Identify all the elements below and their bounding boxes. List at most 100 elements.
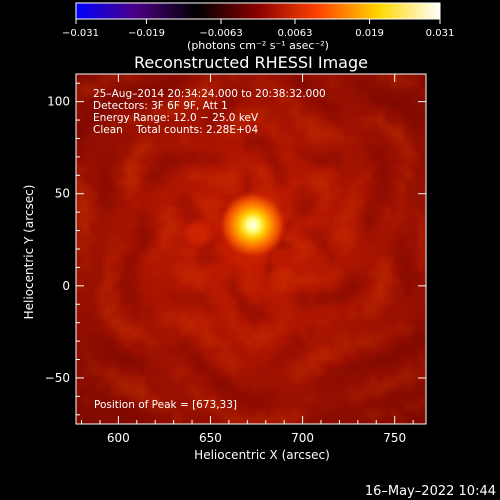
heatmap-cell <box>104 242 111 249</box>
colorbar-bar <box>75 2 441 20</box>
heatmap-cell <box>237 277 244 284</box>
heatmap-cell <box>195 291 202 298</box>
heatmap-cell <box>132 305 139 312</box>
heatmap-cell <box>363 200 370 207</box>
heatmap-cell <box>174 347 181 354</box>
heatmap-cell <box>244 403 251 410</box>
heatmap-cell <box>111 312 118 319</box>
heatmap-cell <box>76 81 83 88</box>
heatmap-cell <box>384 326 391 333</box>
heatmap-cell <box>76 165 83 172</box>
heatmap-cell <box>412 319 419 326</box>
heatmap-cell <box>174 417 181 424</box>
heatmap-cell <box>377 277 384 284</box>
heatmap-cell <box>83 368 90 375</box>
heatmap-cell <box>160 340 167 347</box>
heatmap-cell <box>97 382 104 389</box>
heatmap-cell <box>363 172 370 179</box>
heatmap-cell <box>202 375 209 382</box>
heatmap-cell <box>370 193 377 200</box>
heatmap-cell <box>146 417 153 424</box>
heatmap-cell <box>419 354 426 361</box>
heatmap-cell <box>405 263 412 270</box>
heatmap-cell <box>293 207 300 214</box>
heatmap-cell <box>125 137 132 144</box>
heatmap-cell <box>314 116 321 123</box>
heatmap-cell <box>181 207 188 214</box>
heatmap-cell <box>251 256 258 263</box>
heatmap-cell <box>272 270 279 277</box>
heatmap-cell <box>167 214 174 221</box>
heatmap-cell <box>146 242 153 249</box>
heatmap-cell <box>160 228 167 235</box>
heatmap-cell <box>139 235 146 242</box>
heatmap-cell <box>90 109 97 116</box>
heatmap-cell <box>251 130 258 137</box>
heatmap-cell <box>419 417 426 424</box>
heatmap-cell <box>76 130 83 137</box>
heatmap-cell <box>349 284 356 291</box>
heatmap-cell <box>230 179 237 186</box>
heatmap-cell <box>300 361 307 368</box>
heatmap-cell <box>118 291 125 298</box>
heatmap-cell <box>174 102 181 109</box>
heatmap-cell <box>251 403 258 410</box>
heatmap-cell <box>307 291 314 298</box>
heatmap-cell <box>202 88 209 95</box>
heatmap-cell <box>132 354 139 361</box>
heatmap-cell <box>335 151 342 158</box>
heatmap-cell <box>83 109 90 116</box>
heatmap-cell <box>293 186 300 193</box>
heatmap-cell <box>265 137 272 144</box>
heatmap-cell <box>146 333 153 340</box>
heatmap-cell <box>258 333 265 340</box>
heatmap-cell <box>342 291 349 298</box>
heatmap-cell <box>419 333 426 340</box>
heatmap-cell <box>349 291 356 298</box>
heatmap-cell <box>398 347 405 354</box>
timestamp: 16–May–2022 10:44 <box>365 484 496 499</box>
heatmap-cell <box>335 291 342 298</box>
heatmap-cell <box>412 151 419 158</box>
heatmap-cell <box>216 109 223 116</box>
heatmap-cell <box>111 158 118 165</box>
heatmap-cell <box>104 396 111 403</box>
heatmap-cell <box>174 375 181 382</box>
heatmap-cell <box>349 214 356 221</box>
heatmap-cell <box>97 81 104 88</box>
heatmap-cell <box>146 214 153 221</box>
heatmap-cell <box>181 102 188 109</box>
heatmap-cell <box>125 347 132 354</box>
heatmap-cell <box>314 81 321 88</box>
heatmap-cell <box>188 298 195 305</box>
heatmap-cell <box>202 403 209 410</box>
heatmap-cell <box>342 249 349 256</box>
heatmap-cell <box>265 256 272 263</box>
heatmap-cell <box>216 382 223 389</box>
heatmap-cell <box>83 249 90 256</box>
heatmap-cell <box>230 389 237 396</box>
heatmap-cell <box>363 123 370 130</box>
heatmap-cell <box>153 228 160 235</box>
heatmap-cell <box>188 291 195 298</box>
heatmap-cell <box>111 382 118 389</box>
heatmap-cell <box>293 123 300 130</box>
heatmap-cell <box>132 277 139 284</box>
heatmap-cell <box>90 193 97 200</box>
heatmap-cell <box>132 333 139 340</box>
heatmap-cell <box>328 249 335 256</box>
heatmap-cell <box>237 88 244 95</box>
heatmap-cell <box>349 361 356 368</box>
heatmap-cell <box>405 340 412 347</box>
heatmap-cell <box>398 95 405 102</box>
heatmap-cell <box>272 389 279 396</box>
heatmap-cell <box>356 88 363 95</box>
heatmap-cell <box>398 375 405 382</box>
heatmap-cell <box>139 368 146 375</box>
heatmap-cell <box>398 277 405 284</box>
heatmap-cell <box>209 319 216 326</box>
colorbar-tick-label: −0.019 <box>128 28 165 39</box>
heatmap-cell <box>118 102 125 109</box>
heatmap-cell <box>132 214 139 221</box>
heatmap-cell <box>132 375 139 382</box>
